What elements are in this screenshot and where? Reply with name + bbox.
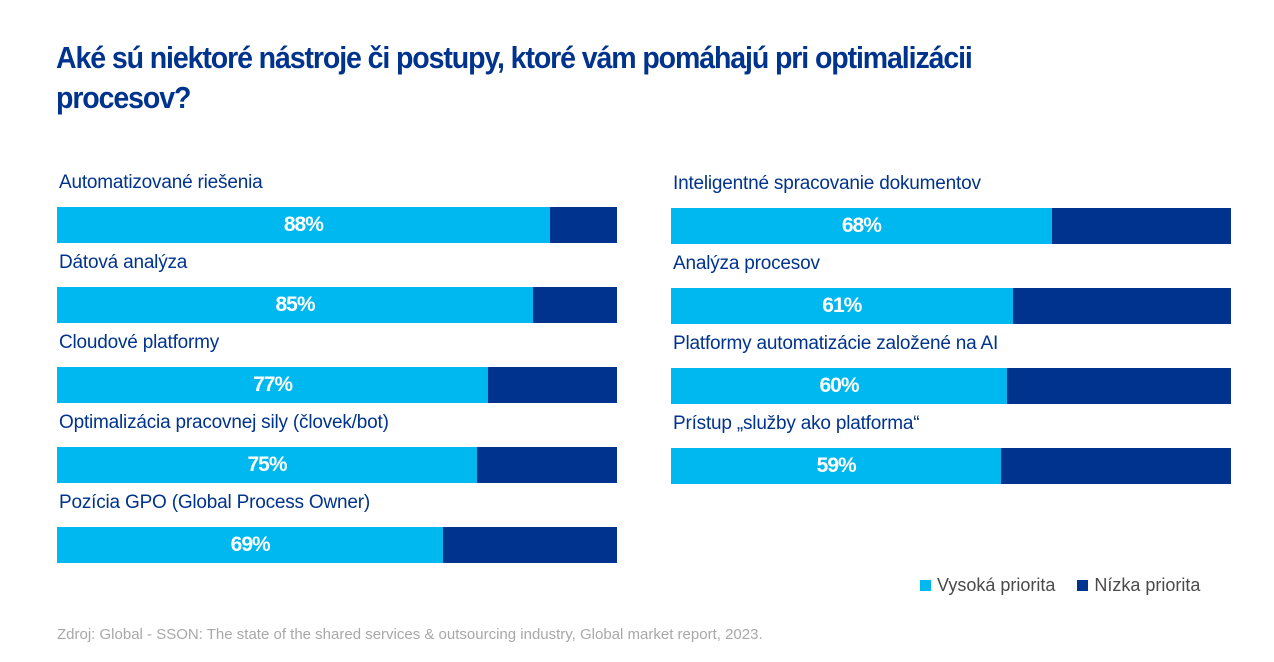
bar: 88% [57,207,617,243]
data-label: 88% [283,213,324,236]
bar-segment-high: 75% [57,447,477,483]
category-label: Optimalizácia pracovnej sily (človek/bot… [59,412,389,433]
bar: 59% [671,448,1231,484]
category-label: Analýza procesov [673,253,820,274]
category-label: Inteligentné spracovanie dokumentov [673,173,981,194]
bar-segment-high: 68% [671,208,1052,244]
bar-segment-low [443,527,617,563]
legend-item-high: Vysoká priorita [920,575,1055,596]
bar: 75% [57,447,617,483]
data-label: 59% [816,454,857,477]
bar: 61% [671,288,1231,324]
bar-segment-high: 60% [671,368,1007,404]
bar-segment-low [477,447,617,483]
bar: 60% [671,368,1231,404]
bar: 69% [57,527,617,563]
bar-segment-low [1012,288,1231,324]
data-label: 75% [247,453,287,476]
bar-segment-low [549,207,617,243]
legend-label-high: Vysoká priorita [937,575,1056,595]
data-label: 85% [275,293,315,316]
bar-segment-high: 85% [57,287,533,323]
category-label: Cloudové platformy [59,332,220,353]
data-label: 69% [230,533,271,556]
data-label: 68% [841,214,882,237]
bar: 68% [671,208,1231,244]
legend: Vysoká priorita Nízka priorita [920,575,1200,596]
legend-swatch-high [920,580,931,591]
bar-segment-low [1001,448,1231,484]
legend-swatch-low [1077,580,1089,591]
bar-segment-high: 61% [671,288,1013,324]
legend-label-low: Nízka priorita [1094,575,1201,595]
bar-segment-low [1007,368,1231,404]
category-label: Pozícia GPO (Global Process Owner) [59,492,371,513]
bar: 85% [57,287,617,323]
category-label: Prístup „služby ako platforma“ [673,413,920,434]
bar-segment-high: 77% [57,367,489,403]
legend-item-low: Nízka priorita [1077,575,1200,596]
bar: 77% [57,367,617,403]
bar-segment-low [533,287,617,323]
bar-segment-low [1051,208,1231,244]
category-label: Automatizované riešenia [59,172,263,193]
category-label: Dátová analýza [59,252,188,273]
bar-segment-high: 69% [57,527,444,563]
bar-segment-high: 88% [57,207,550,243]
data-label: 77% [253,373,293,396]
data-label: 61% [822,294,862,317]
category-label: Platformy automatizácie založené na AI [673,333,999,354]
data-label: 60% [819,374,859,397]
chart-title: Aké sú niektoré nástroje či postupy, kto… [56,40,973,115]
source-note: Zdroj: Global - SSON: The state of the s… [57,626,763,643]
bar-segment-low [488,367,617,403]
bar-segment-high: 59% [671,448,1002,484]
